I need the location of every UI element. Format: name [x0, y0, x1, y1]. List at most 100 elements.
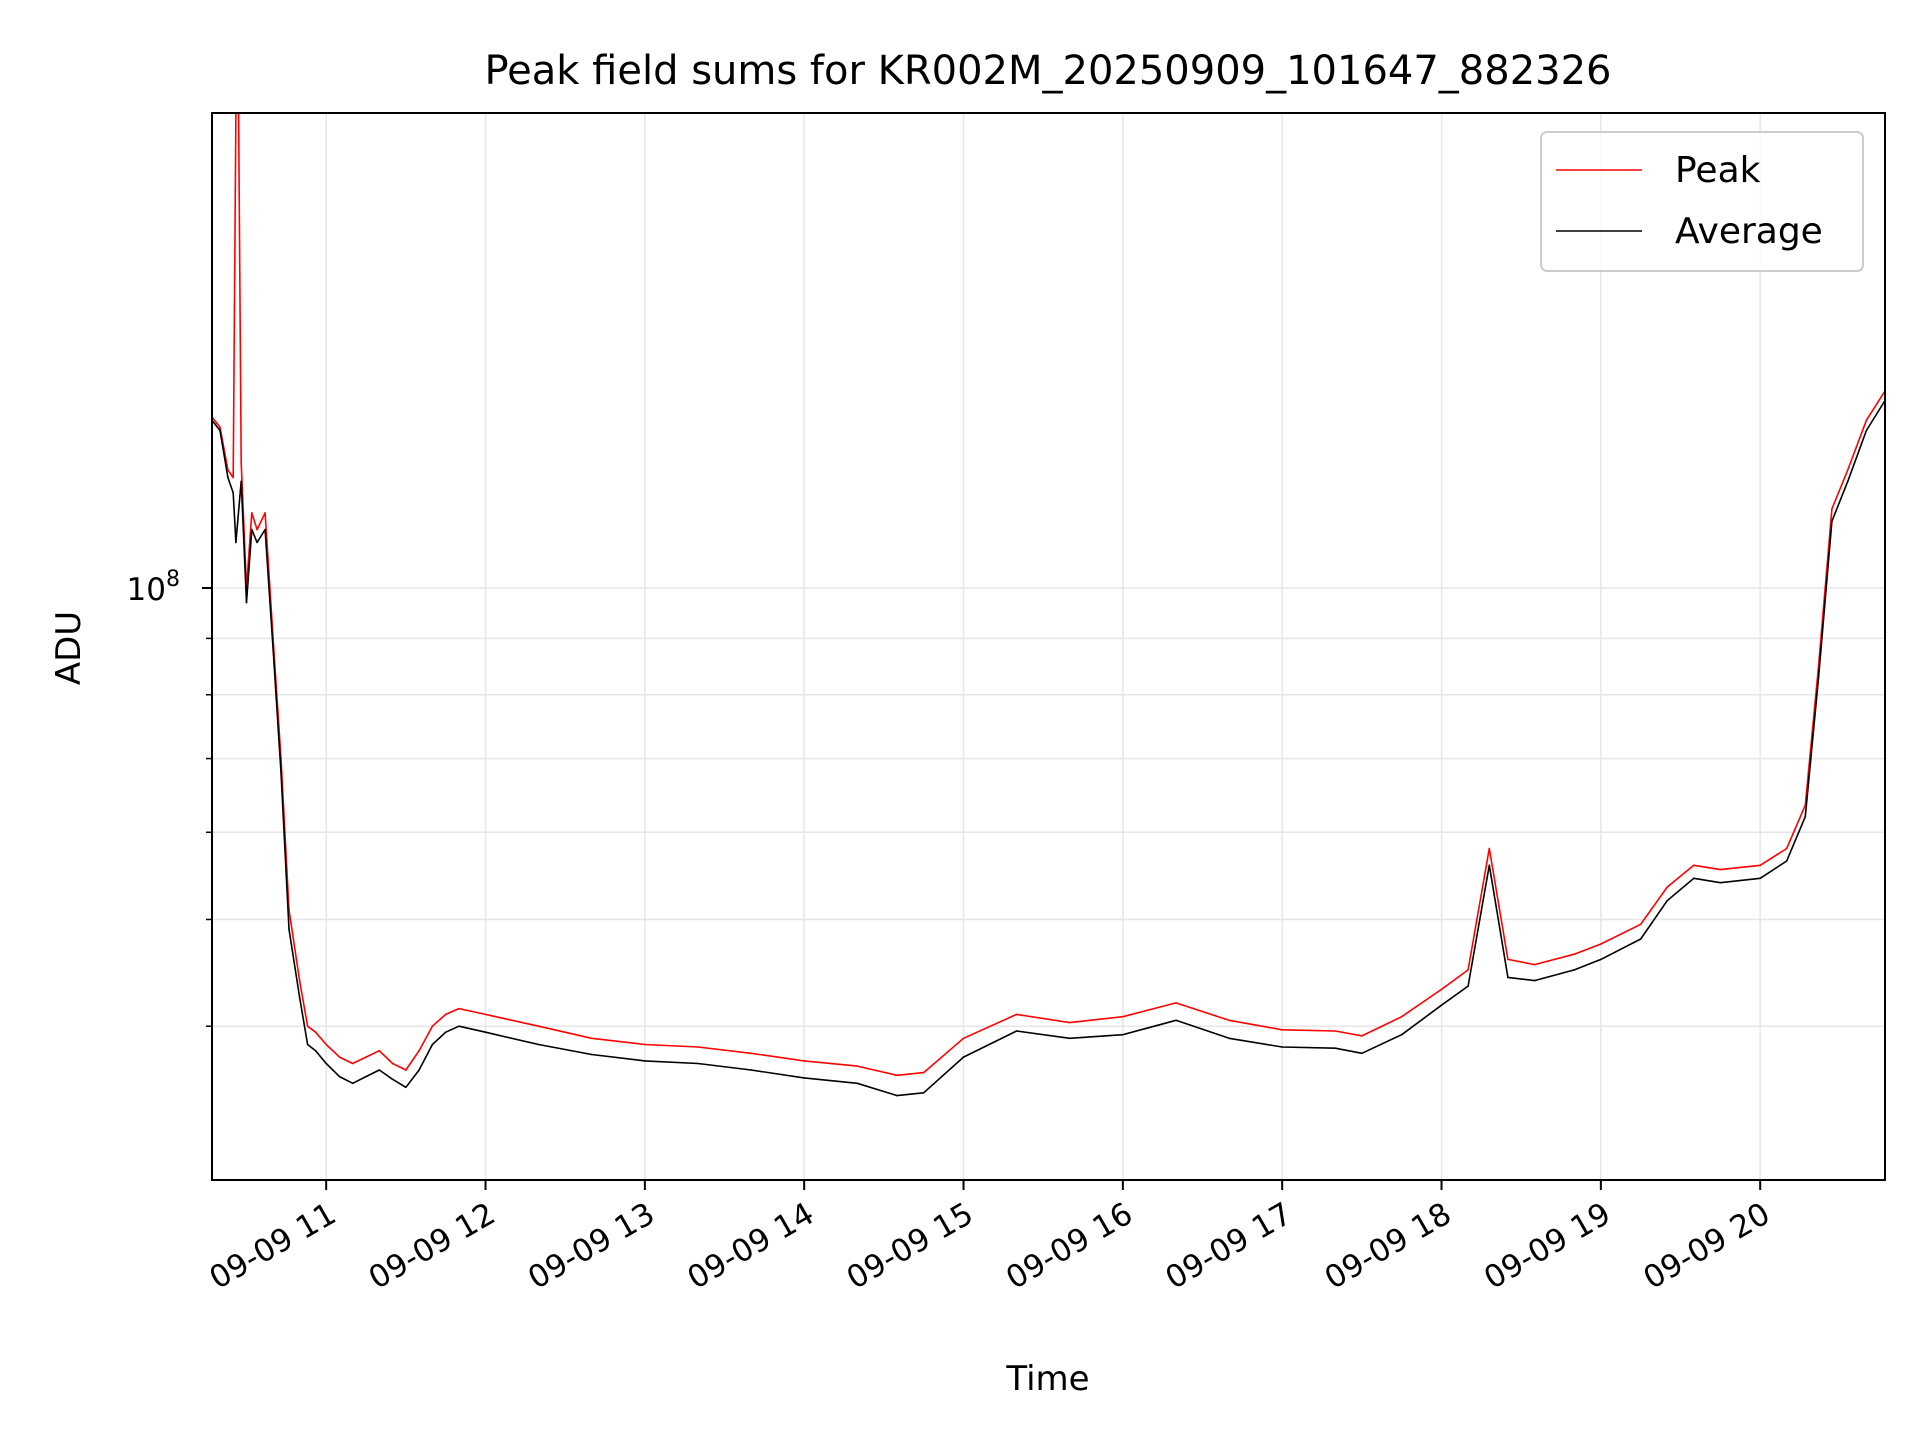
data-point-average	[264, 528, 266, 531]
data-point-peak	[338, 1056, 341, 1058]
data-point-peak	[697, 1046, 699, 1048]
data-point-average	[306, 1043, 309, 1046]
data-point-average	[219, 429, 221, 432]
data-point-average	[1719, 881, 1722, 884]
data-point-average	[280, 771, 282, 774]
data-point-peak	[444, 1013, 447, 1016]
data-point-peak	[1400, 1015, 1403, 1018]
data-point-average	[1600, 958, 1602, 961]
chart-title: Peak field sums for KR002M_20250909_1016…	[484, 48, 1611, 94]
data-point-average	[484, 1031, 487, 1033]
data-point-average	[1281, 1046, 1283, 1048]
y-tick-label: 108	[127, 567, 180, 608]
data-point-peak	[325, 1043, 328, 1046]
data-point-average	[896, 1094, 898, 1097]
data-point-average	[962, 1056, 965, 1058]
data-point-average	[245, 601, 248, 604]
data-point-average	[1831, 520, 1833, 522]
data-point-average	[1361, 1052, 1363, 1055]
data-point-peak	[405, 1069, 407, 1071]
data-point-peak	[1573, 953, 1576, 955]
data-point-average	[1440, 1004, 1443, 1006]
data-point-peak	[351, 1062, 354, 1065]
data-point-average	[537, 1043, 540, 1046]
data-point-average	[1865, 429, 1868, 432]
data-point-average	[378, 1069, 381, 1071]
data-point-average	[235, 541, 237, 544]
data-point-average	[240, 480, 242, 483]
data-point-peak	[1228, 1019, 1230, 1022]
data-point-peak	[418, 1049, 420, 1052]
data-point-peak	[1467, 969, 1469, 971]
data-point-average	[1847, 480, 1849, 483]
data-point-peak	[537, 1025, 540, 1027]
data-point-peak	[1122, 1015, 1124, 1018]
data-point-peak	[1666, 886, 1668, 888]
data-point-average	[1122, 1033, 1124, 1036]
data-point-average	[1785, 860, 1788, 862]
data-point-average	[1228, 1037, 1230, 1040]
data-point-peak	[458, 1007, 460, 1010]
data-point-peak	[856, 1065, 859, 1067]
data-point-peak	[1693, 864, 1695, 867]
data-point-average	[1817, 676, 1820, 678]
data-point-peak	[1281, 1029, 1283, 1031]
data-point-average	[1693, 877, 1695, 880]
data-point-average	[803, 1077, 805, 1079]
series-line-average	[212, 400, 1885, 1097]
data-point-peak	[1759, 864, 1761, 867]
legend-label-peak: Peak	[1675, 150, 1761, 191]
data-point-average	[1175, 1019, 1177, 1022]
data-point-average	[298, 996, 301, 998]
data-point-peak	[1068, 1021, 1071, 1024]
data-point-peak	[431, 1025, 434, 1027]
data-point-peak	[1507, 958, 1509, 961]
data-point-peak	[365, 1056, 367, 1058]
data-point-average	[1334, 1047, 1337, 1049]
data-point-average	[227, 476, 229, 479]
legend-box	[1540, 131, 1864, 272]
data-point-peak	[251, 512, 253, 514]
data-point-average	[256, 541, 258, 544]
data-point-peak	[1334, 1030, 1337, 1032]
series-layer	[212, 113, 1885, 1097]
data-point-average	[1533, 979, 1536, 982]
data-point-average	[750, 1069, 752, 1071]
data-point-average	[856, 1082, 859, 1085]
data-point-peak	[803, 1060, 805, 1062]
legend: Peak Average	[1540, 131, 1864, 272]
data-point-peak	[1175, 1002, 1177, 1004]
data-point-peak	[750, 1052, 752, 1055]
data-point-average	[391, 1078, 394, 1081]
data-point-peak	[1015, 1013, 1018, 1016]
data-point-peak	[232, 476, 234, 479]
data-point-average	[1666, 899, 1668, 902]
y-axis-label: ADU	[49, 611, 89, 685]
data-point-peak	[1785, 847, 1788, 850]
data-point-peak	[1719, 868, 1722, 871]
data-point-average	[1639, 938, 1642, 940]
data-point-peak	[1639, 923, 1642, 926]
data-point-peak	[484, 1013, 487, 1016]
data-point-average	[272, 648, 274, 650]
data-point-peak	[1488, 847, 1491, 850]
data-point-average	[1467, 985, 1469, 987]
data-point-average	[1804, 815, 1807, 818]
data-point-peak	[896, 1074, 898, 1077]
data-point-average	[590, 1053, 593, 1056]
data-point-average	[1573, 969, 1576, 971]
grid	[212, 113, 1885, 1180]
data-point-average	[1507, 976, 1509, 979]
data-point-average	[325, 1062, 328, 1065]
data-point-peak	[1600, 943, 1602, 945]
data-point-average	[644, 1060, 646, 1062]
data-point-average	[405, 1086, 407, 1089]
data-point-average	[1400, 1033, 1403, 1036]
data-point-average	[314, 1049, 317, 1052]
data-point-average	[431, 1043, 434, 1046]
data-point-peak	[1847, 469, 1849, 471]
legend-label-average: Average	[1675, 211, 1823, 252]
data-point-average	[1759, 877, 1761, 880]
data-point-average	[458, 1025, 460, 1027]
